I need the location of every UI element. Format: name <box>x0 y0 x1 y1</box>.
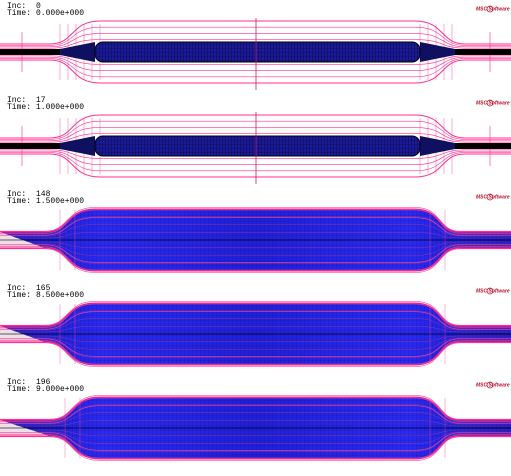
logo: MSC Software <box>476 100 510 106</box>
inc-label: Inc: <box>7 96 26 105</box>
panel: Inc: 165 Time: 8.500e+000 MSC Software <box>0 284 511 367</box>
logo-mark <box>486 287 494 295</box>
balloon-folded <box>94 41 421 63</box>
time-value: 1.500e+000 <box>36 197 84 206</box>
mesh-line <box>0 404 511 452</box>
mesh-line <box>0 127 511 165</box>
mesh-line <box>0 20 511 84</box>
mesh-line <box>0 217 511 263</box>
inc-label: Inc: <box>7 378 26 387</box>
mesh-line <box>0 224 511 256</box>
mesh-line <box>0 39 511 65</box>
outline <box>0 208 511 272</box>
logo: MSC Software <box>476 288 510 294</box>
time-label: Time: <box>7 9 31 18</box>
inc-value: 196 <box>36 378 51 387</box>
panel: Inc: 148 Time: 1.500e+000 MSC Software <box>0 190 511 273</box>
mesh-line <box>0 33 511 71</box>
outline <box>0 302 511 366</box>
balloon-folded <box>94 135 421 157</box>
mesh-line <box>0 310 511 358</box>
time-label: Time: <box>7 291 31 300</box>
time-label: Time: <box>7 103 31 112</box>
panel: Inc: 0 Time: 0.000e+000 MSC Software <box>0 2 511 90</box>
inc-value: 0 <box>36 2 41 11</box>
inc-label: Inc: <box>7 284 26 293</box>
mesh-line <box>0 311 511 357</box>
inc-value: 165 <box>36 284 51 293</box>
time-value: 1.000e+000 <box>36 103 84 112</box>
mesh-line <box>0 232 511 248</box>
mesh-line <box>0 209 511 271</box>
inc-value: 17 <box>36 96 46 105</box>
panel: Inc: 196 Time: 9.000e+000 MSC Software <box>0 378 511 461</box>
outline <box>0 396 511 460</box>
mesh-line <box>0 395 511 461</box>
mesh-line <box>0 26 511 78</box>
mesh-line <box>0 114 511 178</box>
mesh-line <box>0 207 511 273</box>
logo-mark <box>486 99 494 107</box>
panel: Inc: 17 Time: 1.000e+000 MSC Software <box>0 96 511 184</box>
time-value: 0.000e+000 <box>36 9 84 18</box>
mesh-line <box>0 120 511 172</box>
mesh-line <box>0 301 511 367</box>
inc-label: Inc: <box>7 2 26 11</box>
mesh-line <box>0 216 511 264</box>
time-value: 9.000e+000 <box>36 385 84 394</box>
logo: MSC Software <box>476 382 510 388</box>
inc-label: Inc: <box>7 190 26 199</box>
logo-mark <box>486 5 494 13</box>
mesh-line <box>0 318 511 350</box>
time-value: 8.500e+000 <box>36 291 84 300</box>
mesh-line <box>0 420 511 436</box>
mesh-line <box>0 326 511 342</box>
mesh-line <box>0 133 511 159</box>
logo: MSC Software <box>476 194 510 200</box>
mesh-line <box>0 405 511 451</box>
logo-mark <box>486 381 494 389</box>
inc-value: 148 <box>36 190 51 199</box>
time-label: Time: <box>7 197 31 206</box>
time-label: Time: <box>7 385 31 394</box>
mesh-line <box>0 397 511 459</box>
logo: MSC Software <box>476 6 510 12</box>
mesh-line <box>0 412 511 444</box>
mesh-line <box>0 303 511 365</box>
logo-mark <box>486 193 494 201</box>
